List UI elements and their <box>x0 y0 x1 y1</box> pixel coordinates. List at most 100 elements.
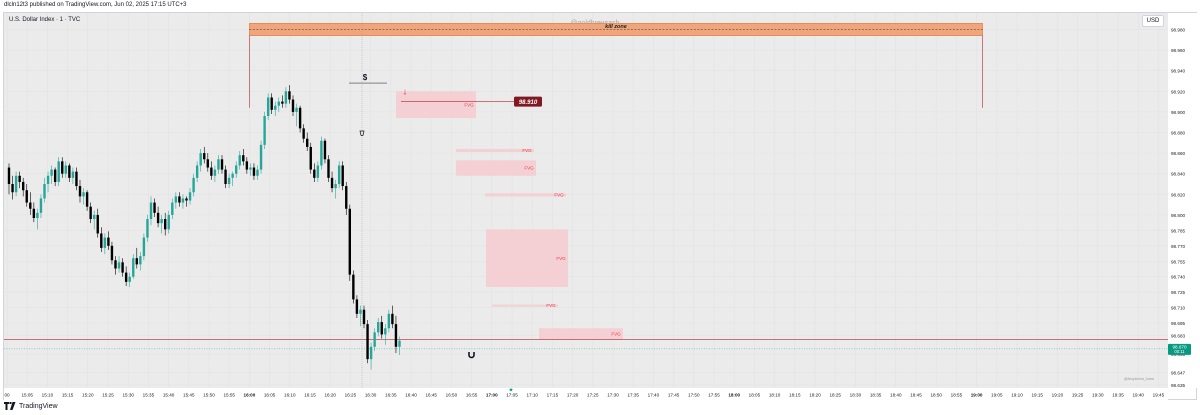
candle[interactable] <box>394 324 398 347</box>
candle[interactable] <box>199 153 202 166</box>
candle[interactable] <box>57 161 60 182</box>
candle[interactable] <box>114 260 117 269</box>
candle[interactable] <box>121 262 124 273</box>
candle[interactable] <box>164 219 167 230</box>
last-price-tag[interactable] <box>1168 343 1191 355</box>
candle[interactable] <box>341 165 344 187</box>
candle[interactable] <box>380 322 383 335</box>
candle[interactable] <box>373 332 376 347</box>
candle[interactable] <box>78 186 82 197</box>
magnet-icon[interactable] <box>468 352 475 359</box>
candle[interactable] <box>22 181 25 191</box>
candle[interactable] <box>53 169 57 182</box>
candle[interactable] <box>82 192 85 197</box>
candle[interactable] <box>85 192 89 207</box>
candle[interactable] <box>231 173 234 178</box>
candle[interactable] <box>277 101 280 106</box>
fvg-zone[interactable] <box>492 304 558 307</box>
fvg-zone[interactable] <box>486 229 568 288</box>
candle[interactable] <box>135 258 138 265</box>
candle[interactable] <box>7 167 11 185</box>
candle[interactable] <box>334 184 337 189</box>
candle[interactable] <box>217 159 220 170</box>
candle[interactable] <box>345 186 348 209</box>
candle[interactable] <box>259 144 263 170</box>
candle[interactable] <box>284 91 288 104</box>
candle[interactable] <box>96 214 99 234</box>
candle[interactable] <box>288 91 291 100</box>
candle[interactable] <box>235 165 238 174</box>
candle[interactable] <box>327 159 330 178</box>
candle[interactable] <box>181 198 185 203</box>
candle[interactable] <box>61 161 64 174</box>
candle[interactable] <box>330 177 334 189</box>
candle[interactable] <box>107 237 110 246</box>
candle[interactable] <box>93 214 96 220</box>
candle[interactable] <box>124 272 128 282</box>
candle[interactable] <box>298 107 302 129</box>
candle[interactable] <box>227 177 231 185</box>
candle[interactable] <box>313 169 316 178</box>
candle[interactable] <box>281 101 284 104</box>
candle[interactable] <box>139 256 142 265</box>
candle[interactable] <box>391 313 394 325</box>
candle[interactable] <box>195 165 199 178</box>
candle[interactable] <box>171 202 174 215</box>
candle[interactable] <box>348 208 351 275</box>
candle[interactable] <box>185 198 188 201</box>
price-axis[interactable]: 98.980 98.960 98.940 98.920 98.900 98.880 98.8… <box>1168 13 1198 388</box>
candle[interactable] <box>75 171 78 187</box>
candle[interactable] <box>249 167 252 170</box>
candle[interactable] <box>89 206 92 220</box>
candle[interactable] <box>362 309 366 325</box>
candle[interactable] <box>192 177 195 193</box>
candle[interactable] <box>167 214 170 230</box>
candle[interactable] <box>132 258 135 277</box>
event-star-icon[interactable] <box>509 387 513 392</box>
candle[interactable] <box>398 340 401 347</box>
candle[interactable] <box>178 196 181 203</box>
candle[interactable] <box>256 169 259 176</box>
candle[interactable] <box>359 309 362 314</box>
candle[interactable] <box>64 165 67 174</box>
candle[interactable] <box>320 140 323 166</box>
candle[interactable] <box>224 169 227 185</box>
candle[interactable] <box>29 202 32 209</box>
candle[interactable] <box>25 190 28 203</box>
candle[interactable] <box>291 99 295 112</box>
candle[interactable] <box>18 175 21 182</box>
currency-button[interactable]: USD <box>1142 15 1164 27</box>
candle[interactable] <box>36 212 39 219</box>
candle[interactable] <box>274 105 277 110</box>
chart-container[interactable]: @goldbrewrashkill zoneFVGFVGFVGFVGFVGFVG… <box>3 12 1198 401</box>
candle[interactable] <box>206 159 209 168</box>
candle[interactable] <box>263 116 266 145</box>
fvg-zone[interactable] <box>396 91 476 119</box>
fvg-zone[interactable] <box>456 160 536 176</box>
candle[interactable] <box>387 313 391 329</box>
candle[interactable] <box>323 140 327 160</box>
candle[interactable] <box>266 97 270 117</box>
candle[interactable] <box>156 212 160 224</box>
candle[interactable] <box>245 161 249 170</box>
candle[interactable] <box>377 322 380 333</box>
candle[interactable] <box>100 233 103 248</box>
candle[interactable] <box>128 276 131 282</box>
candle[interactable] <box>32 208 36 219</box>
candle[interactable] <box>11 184 14 193</box>
candle[interactable] <box>14 175 18 193</box>
candle[interactable] <box>309 146 312 170</box>
candle[interactable] <box>270 97 273 110</box>
candle[interactable] <box>110 245 114 261</box>
candle[interactable] <box>103 237 107 248</box>
candle[interactable] <box>68 165 71 178</box>
candlestick-chart[interactable]: @goldbrewrashkill zoneFVGFVGFVGFVGFVGFVG… <box>4 13 1168 388</box>
candle[interactable] <box>220 159 224 170</box>
candle[interactable] <box>238 155 241 166</box>
candle[interactable] <box>117 262 121 269</box>
candle[interactable] <box>210 167 213 176</box>
time-axis[interactable]: 00 15:05 15:10 15:15 15:20 15:25 15:30 15:35 15:… <box>4 387 1185 401</box>
candle[interactable] <box>174 196 178 203</box>
candle[interactable] <box>46 175 50 185</box>
candle[interactable] <box>39 198 43 213</box>
